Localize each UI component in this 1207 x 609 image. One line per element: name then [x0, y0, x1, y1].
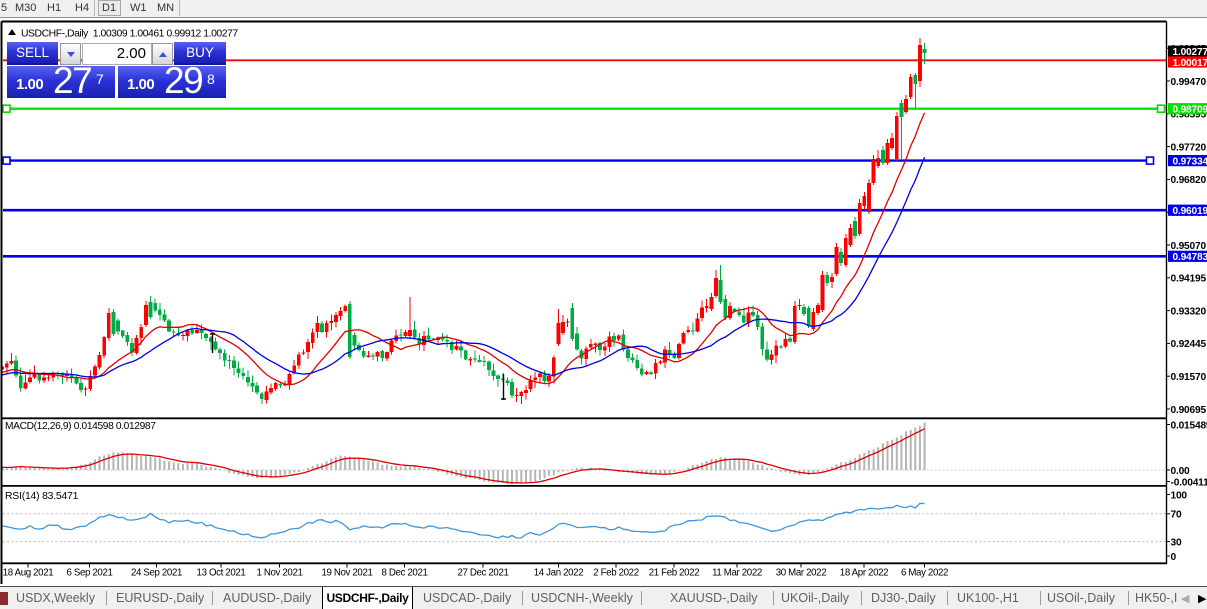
svg-text:0.97334: 0.97334 [1173, 157, 1207, 168]
svg-text:0.99470: 0.99470 [1171, 77, 1207, 88]
svg-text:0.015489: 0.015489 [1171, 420, 1207, 431]
svg-text:30: 30 [1171, 537, 1182, 548]
svg-text:30 Mar 2022: 30 Mar 2022 [776, 568, 827, 579]
svg-text:0.91570: 0.91570 [1171, 372, 1207, 383]
svg-text:0: 0 [1171, 552, 1177, 563]
svg-text:0.95070: 0.95070 [1171, 241, 1207, 252]
svg-text:0.98709: 0.98709 [1173, 105, 1207, 116]
svg-text:14 Jan 2022: 14 Jan 2022 [534, 568, 583, 579]
svg-text:USDCHF-,Daily 1.00309 1.00461: USDCHF-,Daily 1.00309 1.00461 0.99912 1.… [21, 29, 238, 40]
svg-text:100: 100 [1171, 490, 1188, 501]
svg-text:1.00277: 1.00277 [1173, 47, 1207, 58]
svg-text:0.94783: 0.94783 [1173, 252, 1207, 263]
svg-text:19 Nov 2021: 19 Nov 2021 [321, 568, 372, 579]
svg-text:6 Sep 2021: 6 Sep 2021 [66, 568, 112, 579]
svg-text:0.00: 0.00 [1171, 466, 1191, 477]
svg-text:0.92445: 0.92445 [1171, 339, 1207, 350]
svg-text:0.96019: 0.96019 [1173, 206, 1207, 217]
svg-text:21 Feb 2022: 21 Feb 2022 [649, 568, 700, 579]
svg-text:70: 70 [1171, 510, 1182, 521]
svg-text:MACD(12,26,9) 0.014598 0.01298: MACD(12,26,9) 0.014598 0.012987 [5, 421, 156, 432]
svg-text:2 Feb 2022: 2 Feb 2022 [593, 568, 639, 579]
svg-text:24 Sep 2021: 24 Sep 2021 [131, 568, 182, 579]
svg-text:6 May 2022: 6 May 2022 [901, 568, 948, 579]
svg-text:0.96820: 0.96820 [1171, 175, 1207, 186]
svg-text:0.94195: 0.94195 [1171, 274, 1207, 285]
svg-text:-0.004118: -0.004118 [1171, 477, 1207, 488]
svg-text:0.97720: 0.97720 [1171, 142, 1207, 153]
svg-text:18 Aug 2021: 18 Aug 2021 [3, 568, 54, 579]
svg-text:RSI(14) 83.5471: RSI(14) 83.5471 [5, 491, 79, 502]
svg-text:0.90695: 0.90695 [1171, 405, 1207, 416]
svg-text:1.00017: 1.00017 [1173, 58, 1207, 69]
svg-text:0.98595: 0.98595 [1171, 110, 1207, 121]
svg-text:8 Dec 2021: 8 Dec 2021 [381, 568, 427, 579]
svg-text:18 Apr 2022: 18 Apr 2022 [840, 568, 888, 579]
svg-text:27 Dec 2021: 27 Dec 2021 [457, 568, 508, 579]
svg-text:13 Oct 2021: 13 Oct 2021 [197, 568, 246, 579]
svg-text:11 Mar 2022: 11 Mar 2022 [712, 568, 762, 579]
svg-text:0.93320: 0.93320 [1171, 306, 1207, 317]
svg-text:1 Nov 2021: 1 Nov 2021 [256, 568, 302, 579]
